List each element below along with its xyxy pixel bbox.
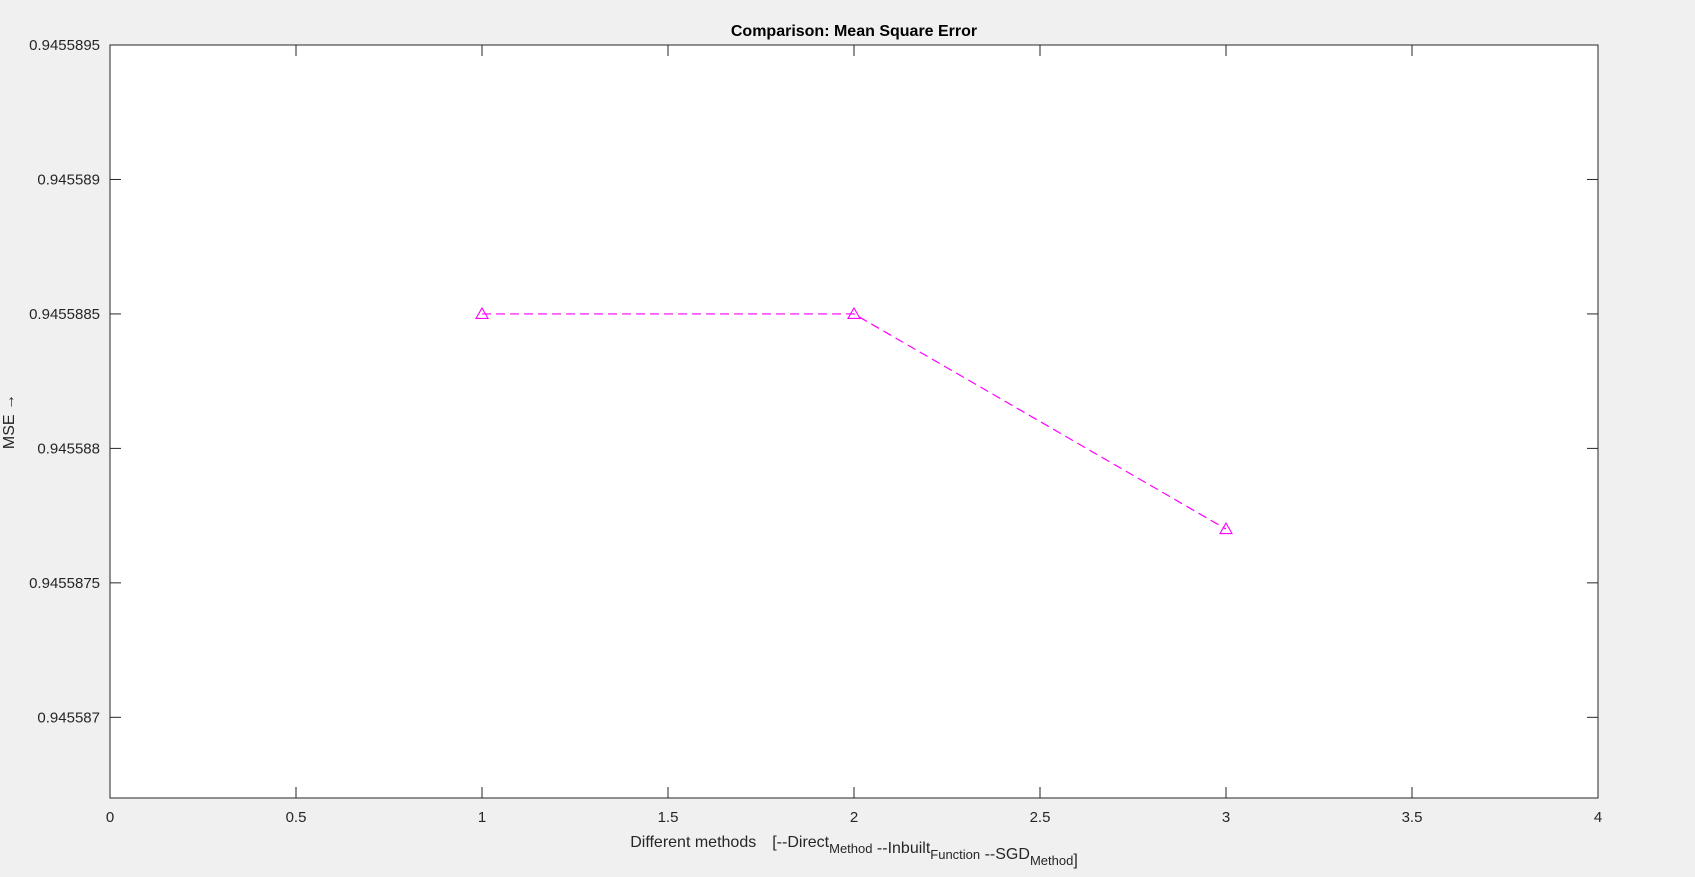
y-tick-label: 0.945588	[37, 440, 100, 457]
x-label-subscript: Method	[1030, 853, 1073, 868]
data-point-marker[interactable]	[475, 306, 489, 319]
x-tick-label: 2	[850, 809, 858, 826]
x-label-subscript: Function	[930, 847, 980, 862]
x-tick-label: 4	[1594, 809, 1602, 826]
y-tick-label: 0.9455895	[29, 37, 100, 54]
y-tick-label: 0.9455885	[29, 306, 100, 323]
y-tick-label: 0.9455875	[29, 575, 100, 592]
x-label-prefix: Different methods	[630, 834, 756, 851]
y-tick-label: 0.945587	[37, 709, 100, 726]
tick-labels: 0 0.5 1 1.5 2 2.5 3 3.5 4 0.945587 0.9455875 0.9455…	[29, 37, 1602, 826]
x-tick-label: 1.5	[658, 809, 679, 826]
series-line	[482, 313, 1227, 530]
x-label-method: --SGD	[980, 846, 1030, 863]
y-tick-label: 0.945589	[37, 171, 100, 188]
series-layer	[475, 306, 1233, 535]
x-label-method: --Direct	[777, 834, 830, 851]
chart-title: Comparison: Mean Square Error	[731, 23, 977, 40]
x-tick-label: 0.5	[286, 809, 307, 826]
x-tick-label: 0	[106, 809, 114, 826]
x-label-bracket: [	[772, 834, 777, 851]
tick-marks	[109, 44, 1599, 798]
x-tick-label: 3.5	[1402, 809, 1423, 826]
x-label-subscript: Method	[829, 841, 872, 856]
x-tick-label: 3	[1222, 809, 1230, 826]
x-axis-label: Different methods [--DirectMethod --Inbui…	[630, 834, 1078, 869]
x-label-bracket: ]	[1073, 852, 1077, 869]
x-tick-label: 2.5	[1030, 809, 1051, 826]
data-point-marker[interactable]	[1219, 521, 1233, 535]
x-tick-label: 1	[478, 809, 486, 826]
axes-box	[109, 44, 1599, 799]
axes-background[interactable]	[110, 45, 1598, 798]
x-label-method: --Inbuilt	[872, 840, 930, 857]
data-point-marker[interactable]	[847, 306, 861, 319]
y-axis-label: MSE →	[1, 394, 18, 449]
